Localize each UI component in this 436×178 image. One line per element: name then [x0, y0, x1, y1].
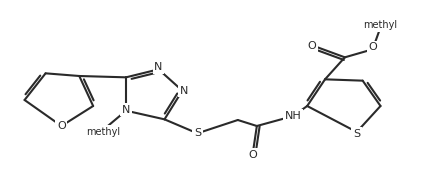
Text: O: O — [368, 42, 377, 52]
Text: S: S — [353, 129, 360, 139]
Text: N: N — [122, 105, 130, 115]
Text: methyl: methyl — [364, 20, 398, 30]
Text: N: N — [154, 62, 163, 72]
Text: methyl: methyl — [86, 127, 120, 137]
Text: O: O — [249, 150, 257, 160]
Text: S: S — [194, 128, 201, 138]
Text: O: O — [307, 41, 316, 51]
Text: NH: NH — [285, 111, 302, 121]
Text: O: O — [57, 121, 66, 131]
Text: N: N — [180, 86, 188, 96]
